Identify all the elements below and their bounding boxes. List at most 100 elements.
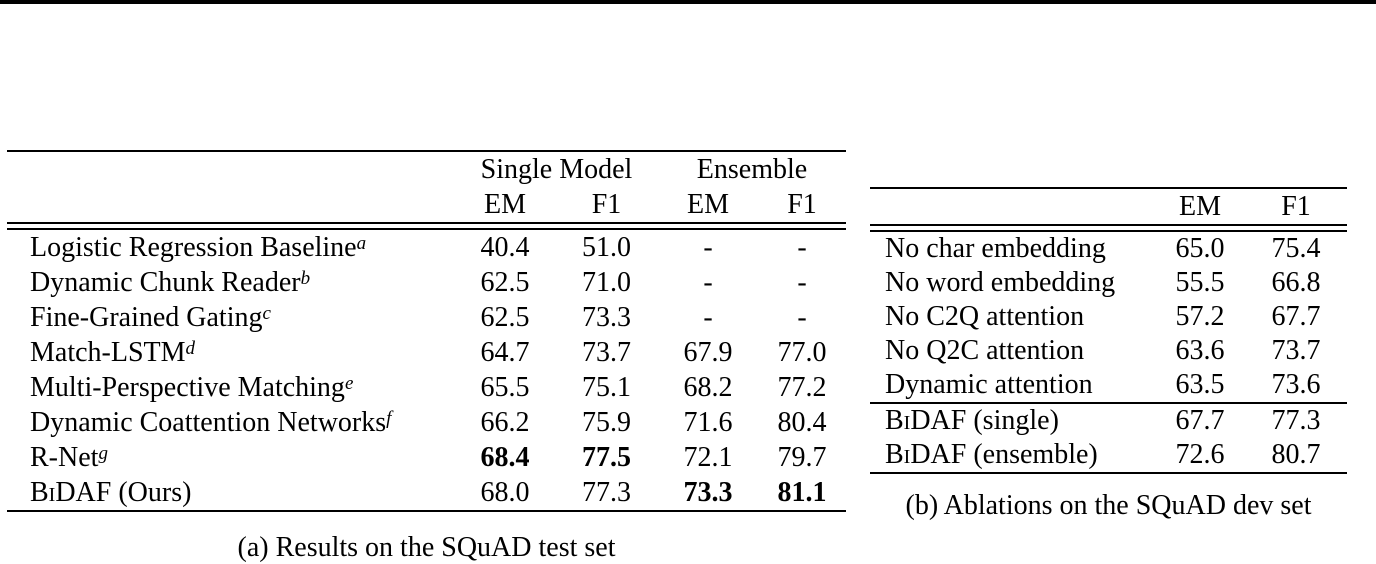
group-header-ensemble: Ensemble bbox=[696, 154, 808, 185]
model-name-cell: Dynamic Coattention Networksf bbox=[7, 405, 455, 440]
column-header-em-single: EM bbox=[484, 189, 526, 220]
ensemble-f1-value: - bbox=[797, 232, 807, 263]
group-header-single-model: Single Model bbox=[480, 154, 633, 185]
table-row: Logistic Regression Baselinea 40.4 51.0 … bbox=[7, 230, 846, 265]
model-ref-superscript: e bbox=[344, 373, 354, 394]
table-row: Fine-Grained Gatingc 62.5 73.3 - - bbox=[7, 300, 846, 335]
single-em-value: 68.0 bbox=[480, 477, 530, 508]
column-header-em-ensemble: EM bbox=[687, 189, 729, 220]
model-name-cell: Match-LSTMd bbox=[7, 335, 455, 370]
ablation-name-cell: Dynamic attention bbox=[870, 368, 1155, 402]
f1-value: 77.3 bbox=[1271, 405, 1321, 436]
ensemble-f1-value: 80.4 bbox=[777, 407, 827, 438]
column-header-spacer bbox=[870, 189, 1155, 224]
model-name-text: Multi-Perspective Matching bbox=[30, 372, 345, 403]
single-em-value: 68.4 bbox=[480, 442, 530, 473]
f1-value: 66.8 bbox=[1271, 267, 1321, 298]
model-name-text: Dynamic Coattention Networks bbox=[30, 407, 387, 438]
single-f1-value: 77.3 bbox=[582, 477, 631, 508]
table-row: No word embedding 55.5 66.8 bbox=[870, 266, 1347, 300]
table-row: No C2Q attention 57.2 67.7 bbox=[870, 300, 1347, 334]
ablation-name-cell: BiDAF (single) bbox=[870, 404, 1155, 438]
model-ref-superscript: b bbox=[300, 268, 311, 289]
ablation-name-cell: No char embedding bbox=[870, 232, 1155, 266]
ablation-name-cell: No C2Q attention bbox=[870, 300, 1155, 334]
results-table: Single Model Ensemble EM F1 EM F1 Logist… bbox=[7, 150, 846, 564]
ensemble-em-value: - bbox=[703, 302, 713, 333]
model-name-cell: Multi-Perspective Matchinge bbox=[7, 370, 455, 405]
model-name-cell: Dynamic Chunk Readerb bbox=[7, 265, 455, 300]
table-row: BiDAF (ensemble) 72.6 80.7 bbox=[870, 438, 1347, 472]
table-row: R-Netg 68.4 77.5 72.1 79.7 bbox=[7, 440, 846, 475]
em-value: 55.5 bbox=[1175, 267, 1225, 298]
ablation-name-text: No C2Q attention bbox=[885, 301, 1085, 332]
em-value: 65.0 bbox=[1175, 233, 1225, 264]
table-bottom-rule bbox=[870, 472, 1347, 474]
ablation-name-smallcaps: BiDAF bbox=[885, 439, 967, 470]
f1-value: 67.7 bbox=[1271, 301, 1321, 332]
column-header-em: EM bbox=[1179, 191, 1221, 222]
ablation-name-text: (single) bbox=[966, 405, 1059, 436]
table-row: Dynamic attention 63.5 73.6 bbox=[870, 368, 1347, 402]
single-f1-value: 51.0 bbox=[582, 232, 631, 263]
ensemble-f1-value: - bbox=[797, 267, 807, 298]
column-header-spacer bbox=[7, 187, 455, 222]
results-table-column-header: EM F1 EM F1 bbox=[7, 187, 846, 222]
table-row: No Q2C attention 63.6 73.7 bbox=[870, 334, 1347, 368]
ablations-table-column-header: EM F1 bbox=[870, 187, 1347, 224]
model-name-smallcaps: BiDAF bbox=[30, 477, 112, 508]
model-ref-superscript: a bbox=[356, 233, 367, 254]
model-name-text: R-Net bbox=[30, 442, 99, 473]
ensemble-f1-value: 79.7 bbox=[777, 442, 827, 473]
f1-value: 75.4 bbox=[1271, 233, 1321, 264]
table-bottom-rule bbox=[7, 510, 846, 512]
group-header-spacer bbox=[7, 152, 455, 187]
column-header-f1-ensemble: F1 bbox=[787, 189, 817, 220]
ablation-name-cell: No word embedding bbox=[870, 266, 1155, 300]
results-table-group-header: Single Model Ensemble bbox=[7, 150, 846, 187]
single-em-value: 62.5 bbox=[480, 302, 530, 333]
model-name-text: Fine-Grained Gating bbox=[30, 302, 263, 333]
ablation-name-text: Dynamic attention bbox=[885, 369, 1093, 400]
em-value: 57.2 bbox=[1175, 301, 1225, 332]
model-name-text: Logistic Regression Baseline bbox=[30, 232, 357, 263]
ensemble-em-value: 68.2 bbox=[683, 372, 733, 403]
model-name-cell: Fine-Grained Gatingc bbox=[7, 300, 455, 335]
ensemble-em-value: 67.9 bbox=[683, 337, 733, 368]
header-double-rule bbox=[7, 222, 846, 230]
table-row: BiDAF (Ours) 68.0 77.3 73.3 81.1 bbox=[7, 475, 846, 510]
model-name-cell: BiDAF (Ours) bbox=[7, 475, 455, 510]
table-row: BiDAF (single) 67.7 77.3 bbox=[870, 404, 1347, 438]
ablation-name-text: (ensemble) bbox=[966, 439, 1098, 470]
model-name-text: Dynamic Chunk Reader bbox=[30, 267, 301, 298]
em-value: 63.5 bbox=[1175, 369, 1225, 400]
ablation-name-text: No word embedding bbox=[885, 267, 1116, 298]
em-value: 67.7 bbox=[1175, 405, 1225, 436]
single-f1-value: 75.1 bbox=[582, 372, 631, 403]
model-ref-superscript: c bbox=[262, 303, 271, 324]
ensemble-em-value: 71.6 bbox=[683, 407, 733, 438]
table-row: Dynamic Coattention Networksf 66.2 75.9 … bbox=[7, 405, 846, 440]
ablation-name-cell: No Q2C attention bbox=[870, 334, 1155, 368]
f1-value: 80.7 bbox=[1271, 439, 1321, 470]
column-header-f1-single: F1 bbox=[591, 189, 622, 220]
model-ref-superscript: f bbox=[386, 408, 392, 429]
ensemble-f1-value: - bbox=[797, 302, 807, 333]
single-em-value: 40.4 bbox=[480, 232, 530, 263]
table-row: Multi-Perspective Matchinge 65.5 75.1 68… bbox=[7, 370, 846, 405]
single-em-value: 62.5 bbox=[480, 267, 530, 298]
model-ref-superscript: g bbox=[98, 443, 108, 464]
table-row: No char embedding 65.0 75.4 bbox=[870, 232, 1347, 266]
ensemble-f1-value: 81.1 bbox=[777, 477, 827, 508]
single-f1-value: 73.3 bbox=[582, 302, 631, 333]
ensemble-em-value: - bbox=[703, 232, 713, 263]
header-double-rule bbox=[870, 224, 1347, 232]
column-header-f1: F1 bbox=[1281, 191, 1311, 222]
ablation-name-text: No Q2C attention bbox=[885, 335, 1085, 366]
model-name-cell: Logistic Regression Baselinea bbox=[7, 230, 455, 265]
single-em-value: 66.2 bbox=[480, 407, 530, 438]
ensemble-em-value: - bbox=[703, 267, 713, 298]
ablation-name-text: No char embedding bbox=[885, 233, 1106, 264]
ablations-table: EM F1 No char embedding 65.0 75.4 No wor… bbox=[870, 187, 1347, 522]
model-name-cell: R-Netg bbox=[7, 440, 455, 475]
